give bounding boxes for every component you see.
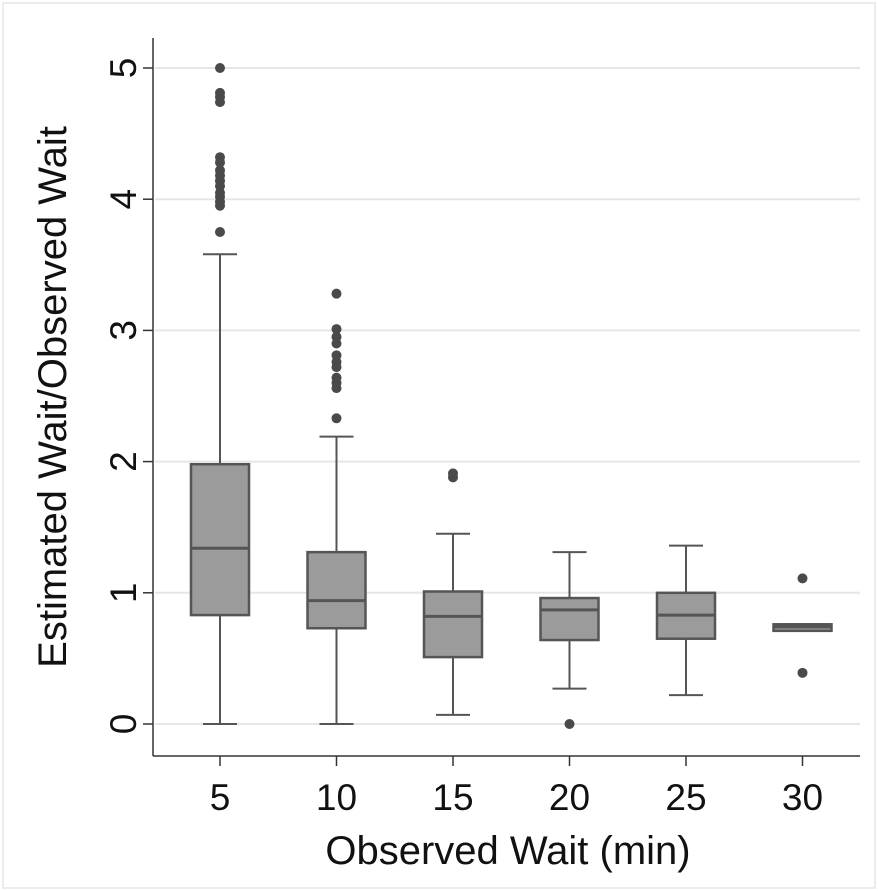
outlier-point-15-1	[448, 468, 458, 479]
box-group-20	[539, 551, 600, 729]
x-tick-label-20: 20	[549, 777, 590, 818]
x-axis-title: Observed Wait (min)	[325, 829, 690, 873]
box-5	[189, 462, 251, 617]
y-axis-title: Estimated Wait/Observed Wait	[31, 126, 75, 668]
outlier-point-20-0	[564, 719, 575, 729]
outlier-point-10-3	[331, 372, 342, 383]
x-tick-label-5: 5	[210, 777, 231, 818]
outlier-point-5-10	[215, 152, 225, 163]
y-tick-label-5: 5	[103, 58, 144, 79]
y-tick-label-4: 4	[103, 189, 144, 210]
outlier-point-10-6	[331, 350, 342, 361]
outlier-point-10-8	[331, 331, 342, 342]
outlier-point-10-9	[331, 324, 342, 335]
x-tick-label-10: 10	[316, 777, 357, 818]
box-group-5	[189, 63, 251, 725]
outlier-point-5-0	[215, 227, 225, 237]
y-tick-label-3: 3	[103, 320, 144, 341]
y-tick-label-0: 0	[103, 714, 144, 735]
axes: 0 1 2 3 4 5 5 10 15 20 25 30	[103, 38, 860, 818]
box-10	[306, 550, 367, 630]
outlier-point-5-14	[215, 63, 225, 73]
outlier-point-30-0	[797, 667, 808, 678]
box-20	[539, 596, 600, 642]
outlier-point-10-0	[331, 413, 342, 424]
outlier-point-5-13	[215, 87, 225, 98]
boxes	[189, 63, 833, 729]
outlier-point-5-8	[215, 165, 225, 176]
box-group-25	[655, 544, 717, 697]
outlier-point-10-10	[331, 288, 342, 299]
gridlines	[155, 67, 860, 725]
box-group-30	[772, 573, 833, 678]
labels: Observed Wait (min) Estimated Wait/Obser…	[31, 126, 691, 873]
outlier-point-30-1	[797, 573, 808, 584]
y-tick-label-2: 2	[103, 451, 144, 472]
box-group-15	[422, 468, 484, 716]
x-tick-label-25: 25	[665, 777, 706, 818]
x-tick-label-15: 15	[432, 777, 473, 818]
y-tick-label-1: 1	[103, 583, 144, 604]
x-tick-label-30: 30	[782, 777, 823, 818]
box-group-10	[306, 288, 367, 725]
box-15	[422, 590, 484, 659]
